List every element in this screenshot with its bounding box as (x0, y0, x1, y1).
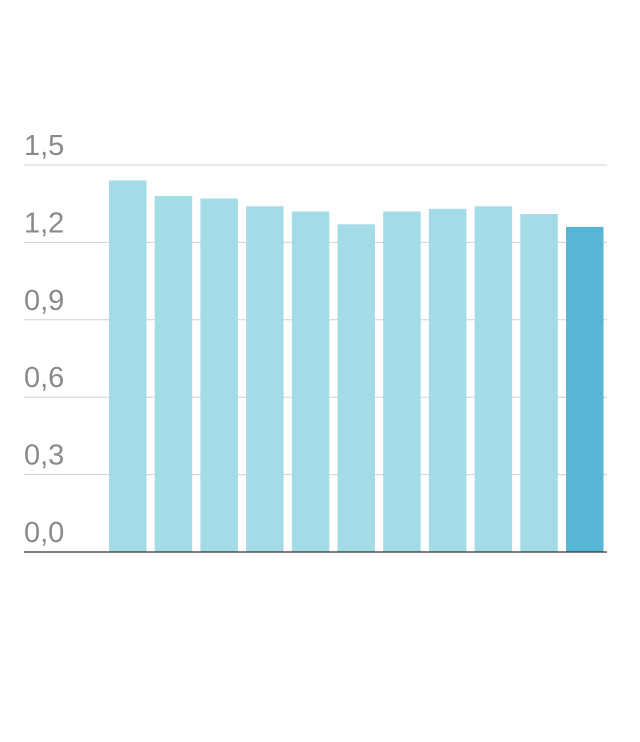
bar (291, 211, 330, 552)
bar (109, 180, 147, 553)
y-tick-label: 1,2 (24, 207, 64, 239)
bar (383, 211, 421, 552)
y-tick-label: 0,6 (24, 362, 64, 394)
bar (474, 206, 513, 552)
bar (246, 206, 284, 552)
bar (520, 214, 558, 552)
bar (154, 195, 193, 552)
bar (566, 226, 604, 553)
y-tick-label: 0,0 (24, 517, 64, 549)
bar (200, 198, 238, 553)
y-tick-label: 0,9 (24, 285, 64, 317)
bar (337, 224, 375, 552)
y-tick-label: 1,5 (24, 130, 64, 162)
y-tick-label: 0,3 (24, 440, 64, 472)
bar (428, 208, 467, 553)
